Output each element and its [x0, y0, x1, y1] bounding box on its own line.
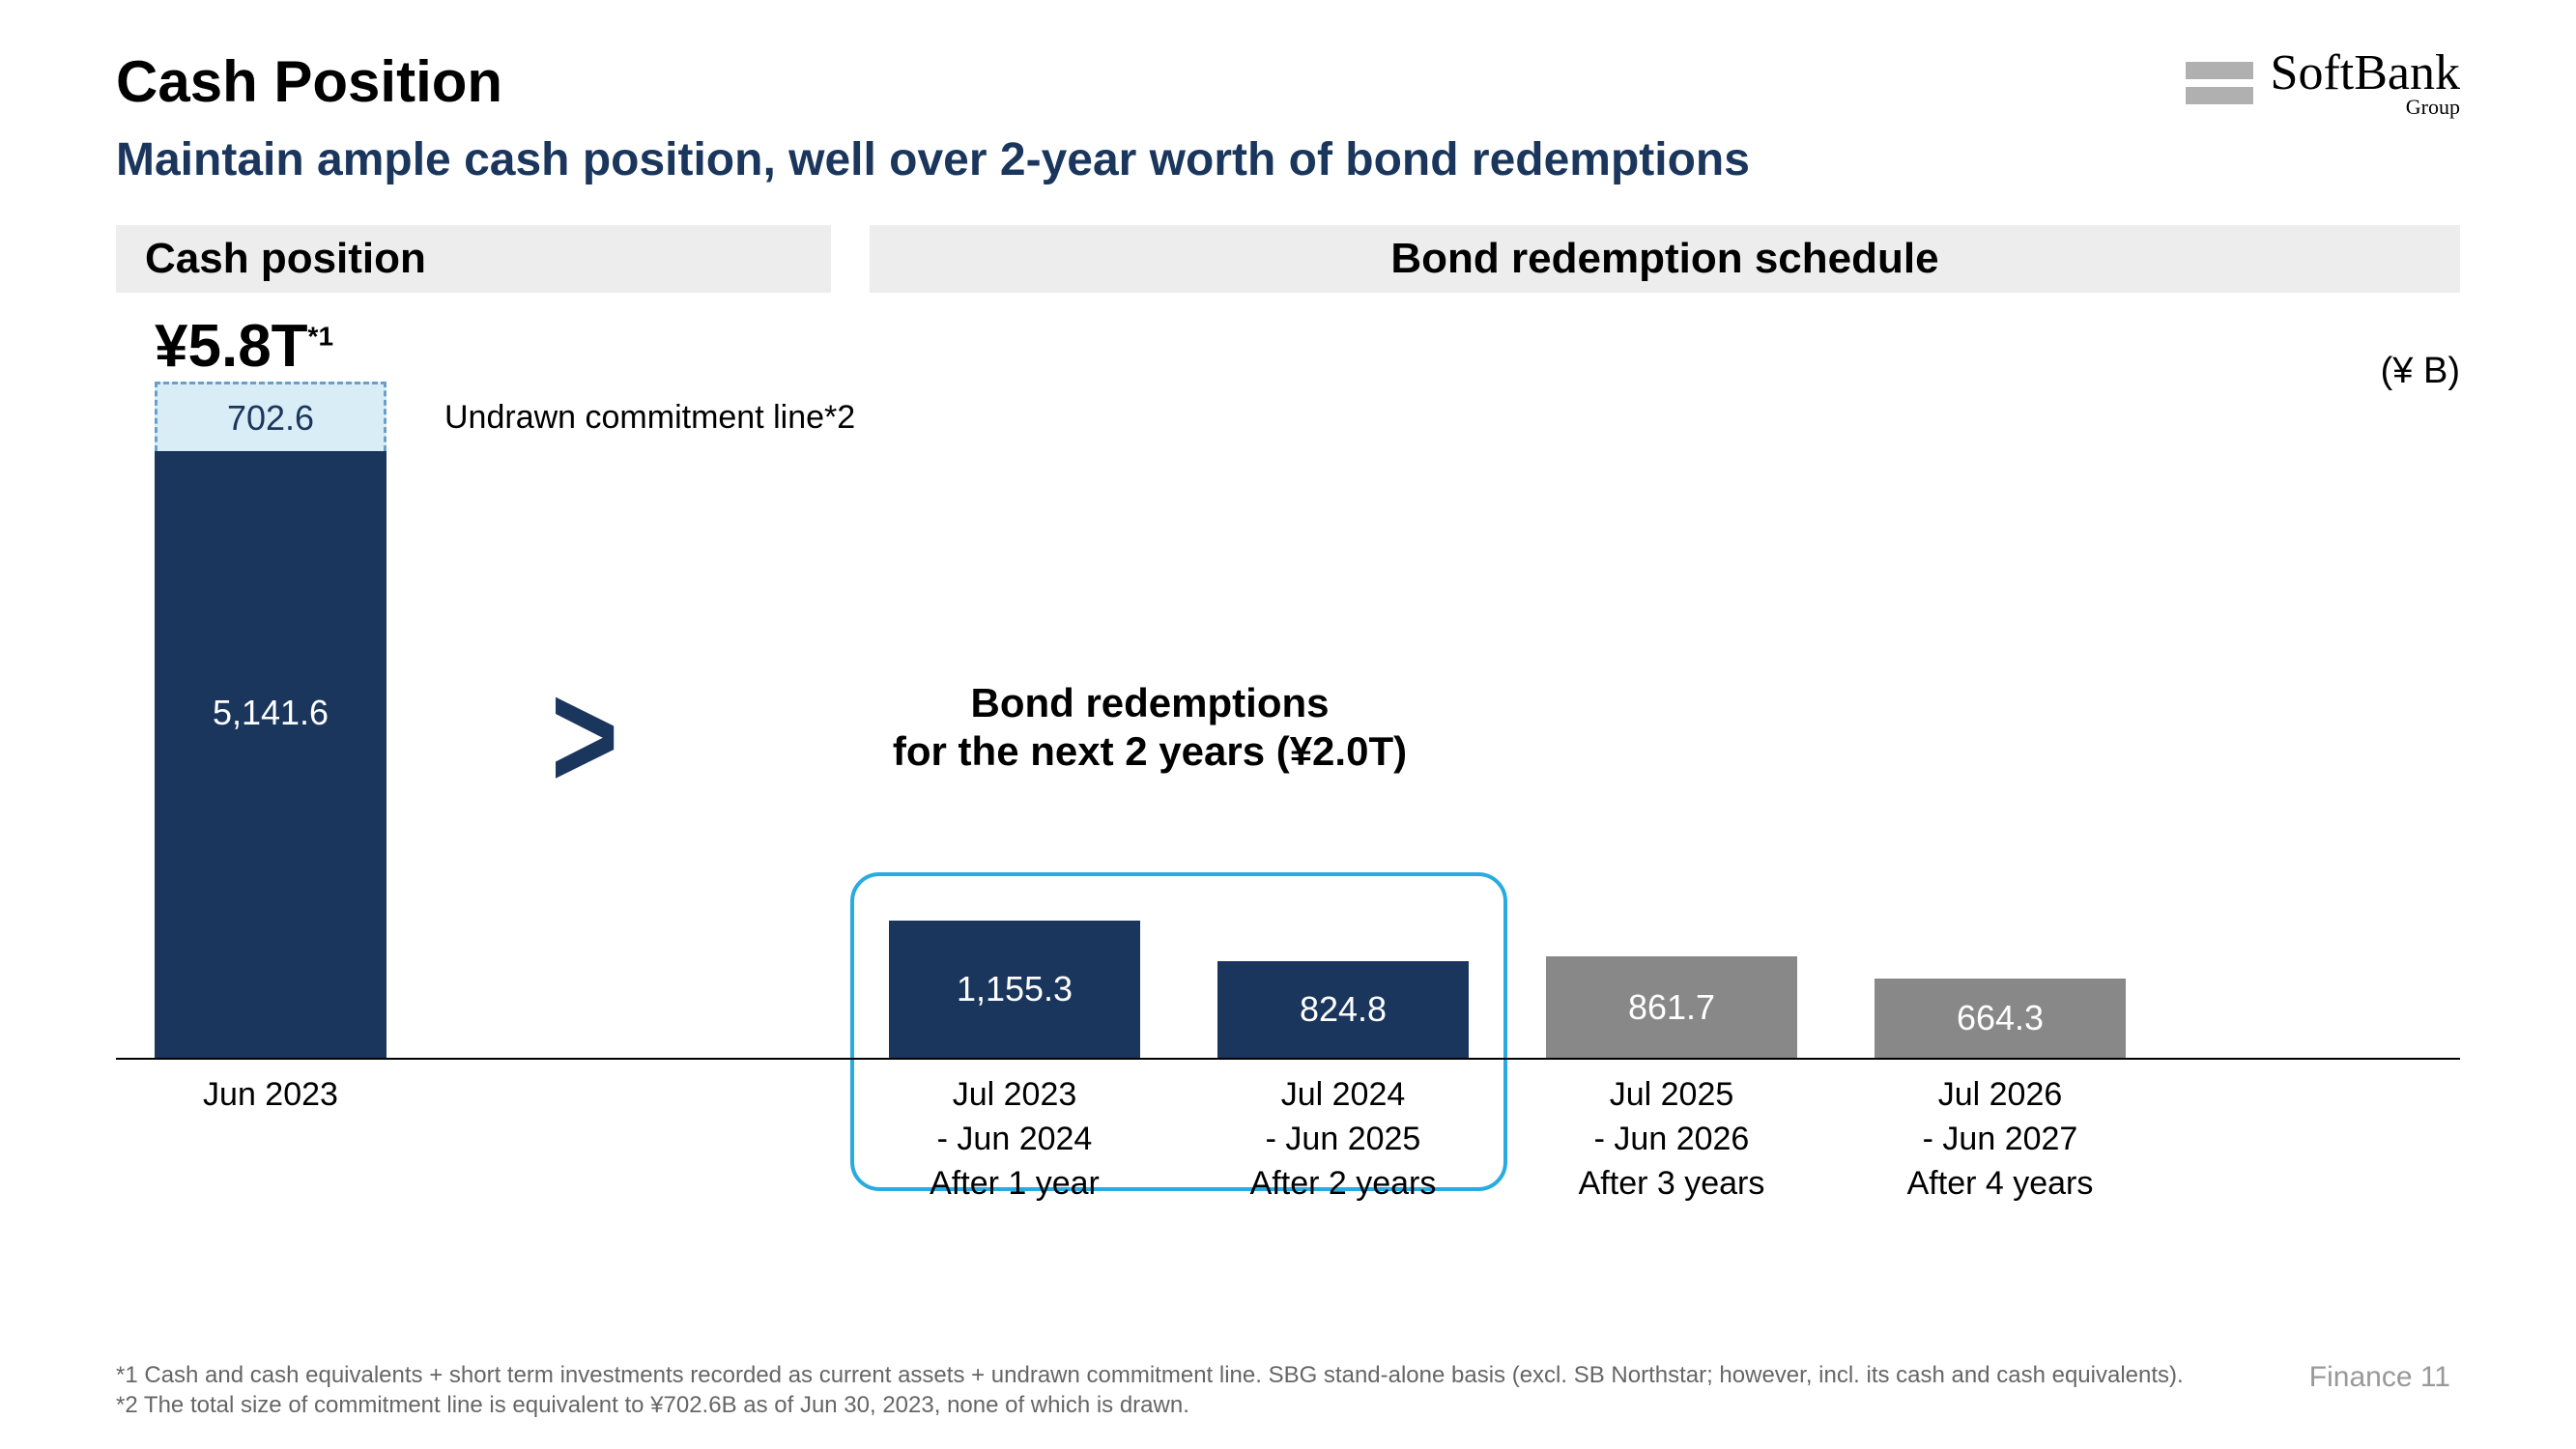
footnote-1: *1 Cash and cash equivalents + short ter…	[116, 1360, 2460, 1390]
undrawn-commitment-label: Undrawn commitment line*2	[444, 399, 855, 437]
bond-bar-2: 861.7	[1546, 956, 1797, 1058]
bond-caption: Bond redemptions for the next 2 years (¥…	[792, 679, 1507, 777]
logo: SoftBank Group	[2186, 48, 2460, 118]
x-label-1: Jul 2024- Jun 2025After 2 years	[1208, 1073, 1478, 1207]
logo-text-sub: Group	[2406, 97, 2460, 118]
chart-area: ¥5.8T*1 Undrawn commitment line*2 (¥ B) …	[116, 312, 2460, 1230]
x-label-2: Jul 2025- Jun 2026After 3 years	[1536, 1073, 1807, 1207]
bond-bar-1: 824.8	[1217, 961, 1469, 1058]
footnote-2: *2 The total size of commitment line is …	[116, 1390, 2460, 1420]
bond-bar-0: 1,155.3	[889, 921, 1140, 1058]
cash-bar: 702.6 5,141.6	[155, 382, 386, 1058]
cash-bar-main: 5,141.6	[155, 451, 386, 1058]
x-label-3: Jul 2026- Jun 2027After 4 years	[1865, 1073, 2135, 1207]
x-label-cash: Jun 2023	[145, 1073, 396, 1118]
slide-subtitle: Maintain ample cash position, well over …	[116, 133, 2460, 186]
footnotes: *1 Cash and cash equivalents + short ter…	[116, 1360, 2460, 1420]
x-axis	[116, 1058, 2460, 1060]
bond-bar-1-seg: 824.8	[1217, 961, 1469, 1058]
cash-bar-undrawn: 702.6	[155, 382, 386, 451]
bond-bar-0-seg: 1,155.3	[889, 921, 1140, 1058]
page-number: Finance 11	[2309, 1358, 2450, 1396]
unit-label: (¥ B)	[2381, 351, 2460, 392]
logo-bars-icon	[2186, 62, 2253, 104]
bond-bar-3-seg: 664.3	[1875, 979, 2126, 1058]
greater-than-icon: >	[551, 649, 618, 822]
section-header-cash: Cash position	[116, 225, 831, 293]
bond-bar-3: 664.3	[1875, 979, 2126, 1058]
section-header-bonds: Bond redemption schedule	[870, 225, 2460, 293]
header: Cash Position SoftBank Group	[116, 48, 2460, 118]
slide-title: Cash Position	[116, 48, 502, 115]
x-label-0: Jul 2023- Jun 2024After 1 year	[879, 1073, 1150, 1207]
cash-total-value: ¥5.8T*1	[155, 312, 333, 381]
bond-bar-2-seg: 861.7	[1546, 956, 1797, 1058]
section-headers: Cash position Bond redemption schedule	[116, 225, 2460, 293]
logo-text-main: SoftBank	[2271, 48, 2460, 99]
